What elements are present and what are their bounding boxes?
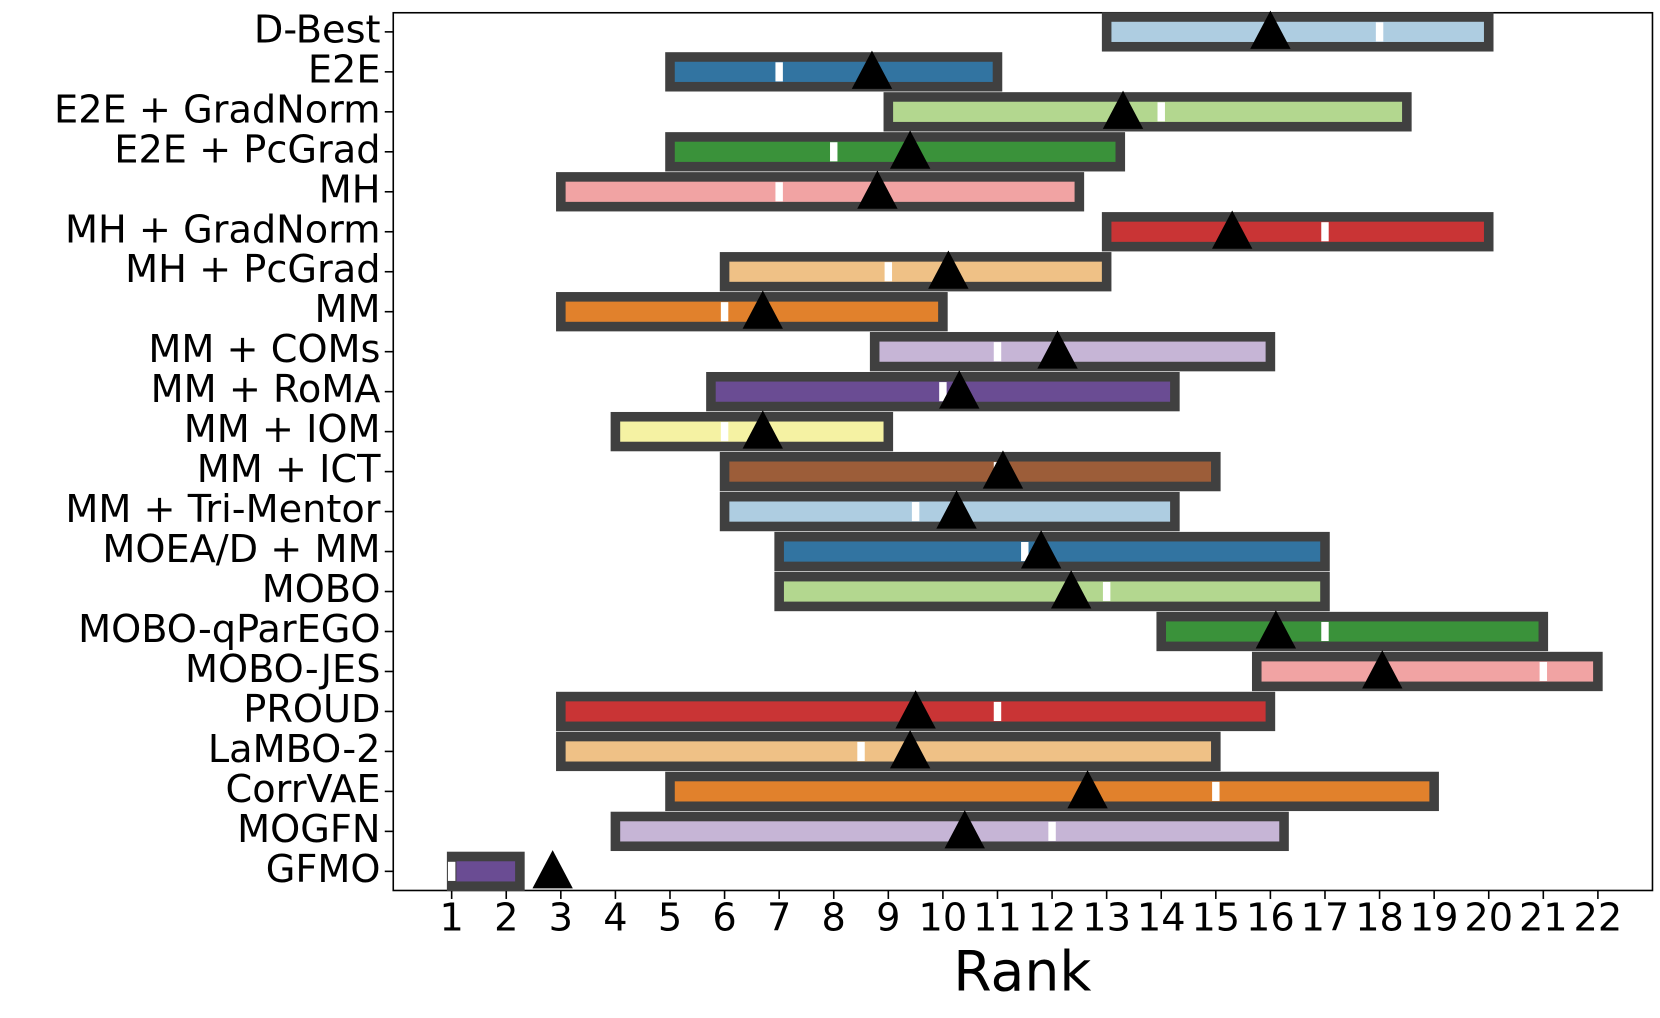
y-tick-label: MH xyxy=(319,167,381,212)
mean-marker xyxy=(928,250,969,289)
x-tick-label: 14 xyxy=(1137,896,1186,941)
x-tick-label: 10 xyxy=(919,896,968,941)
y-tick-label: MH + GradNorm xyxy=(65,207,381,252)
mean-marker xyxy=(742,410,783,449)
x-tick-label: 2 xyxy=(494,896,518,941)
rank-box xyxy=(774,571,1330,612)
y-tick-label: MOBO-qParEGO xyxy=(78,607,380,652)
x-tick-label: 16 xyxy=(1246,896,1295,941)
x-tick-label: 6 xyxy=(712,896,736,941)
x-axis-label: Rank xyxy=(953,941,1091,1005)
y-tick-label: LaMBO-2 xyxy=(208,727,381,772)
x-tick-label: 18 xyxy=(1355,896,1404,941)
mean-marker xyxy=(889,730,931,769)
x-tick-label: 3 xyxy=(549,896,573,941)
y-tick-label: MM + RoMA xyxy=(151,367,381,412)
mean-marker xyxy=(1067,770,1108,809)
rank-box xyxy=(883,92,1412,132)
mean-marker xyxy=(889,130,931,169)
x-tick-label: 7 xyxy=(767,896,791,941)
x-tick-label: 12 xyxy=(1028,896,1077,941)
rank-box xyxy=(719,451,1221,492)
mean-marker xyxy=(944,810,985,849)
mean-marker xyxy=(1037,330,1078,369)
y-tick-label: MOBO xyxy=(262,567,381,612)
y-tick-label: CorrVAE xyxy=(226,767,381,812)
y-tick-label: E2E + PcGrad xyxy=(114,127,380,172)
y-tick-label: MM + Tri-Mentor xyxy=(65,487,380,532)
rank-box xyxy=(665,771,1439,812)
x-tick-label: 15 xyxy=(1191,896,1240,941)
mean-marker xyxy=(1020,530,1062,569)
y-tick-label: MM xyxy=(314,287,380,332)
mean-marker xyxy=(1050,570,1092,609)
mean-marker xyxy=(1102,90,1144,129)
x-tick-label: 1 xyxy=(439,896,463,941)
rank-box xyxy=(1101,212,1494,252)
y-tick-label: E2E xyxy=(308,47,381,92)
x-tick-label: 21 xyxy=(1519,896,1568,941)
y-tick-label: MM + COMs xyxy=(148,327,380,372)
mean-marker xyxy=(857,170,898,209)
rank-box xyxy=(1251,651,1603,692)
x-tick-label: 8 xyxy=(822,896,846,941)
y-tick-label: D-Best xyxy=(254,7,381,52)
y-tick-label: MH + PcGrad xyxy=(125,247,380,292)
mean-marker xyxy=(982,450,1024,489)
x-tick-label: 11 xyxy=(973,896,1022,941)
x-tick-label: 5 xyxy=(658,896,682,941)
mean-marker xyxy=(1212,210,1253,249)
rank-box xyxy=(446,851,525,892)
rank-box xyxy=(665,52,1003,92)
y-tick-label: MM + IOM xyxy=(184,407,381,452)
rank-box xyxy=(719,252,1112,292)
mean-marker xyxy=(1255,610,1297,649)
y-tick-label: E2E + GradNorm xyxy=(54,87,380,132)
y-tick-label: MOBO-JES xyxy=(185,647,381,692)
y-tick-label: MOGFN xyxy=(237,807,380,852)
x-tick-label: 20 xyxy=(1464,896,1513,941)
x-tick-label: 4 xyxy=(603,896,627,941)
rank-box xyxy=(1101,12,1494,52)
mean-marker xyxy=(742,290,783,329)
plot-frame xyxy=(392,11,1654,892)
mean-marker xyxy=(936,490,977,529)
y-tick-label: MM + ICT xyxy=(197,447,381,492)
y-tick-label: GFMO xyxy=(266,847,381,892)
mean-marker xyxy=(1250,10,1291,49)
mean-marker xyxy=(851,50,893,89)
mean-marker xyxy=(532,850,573,889)
x-tick-label: 13 xyxy=(1082,896,1131,941)
mean-marker xyxy=(939,370,980,409)
rank-box xyxy=(556,731,1221,772)
mean-marker xyxy=(1362,650,1403,689)
x-tick-label: 9 xyxy=(876,896,900,941)
y-tick-label: PROUD xyxy=(243,687,380,732)
y-tick-label: MOEA/D + MM xyxy=(102,527,380,572)
x-tick-label: 19 xyxy=(1410,896,1459,941)
rank-box xyxy=(1156,611,1549,652)
x-tick-label: 22 xyxy=(1574,896,1623,941)
x-tick-label: 17 xyxy=(1301,896,1350,941)
mean-marker xyxy=(895,690,936,729)
rank-box xyxy=(556,172,1085,212)
